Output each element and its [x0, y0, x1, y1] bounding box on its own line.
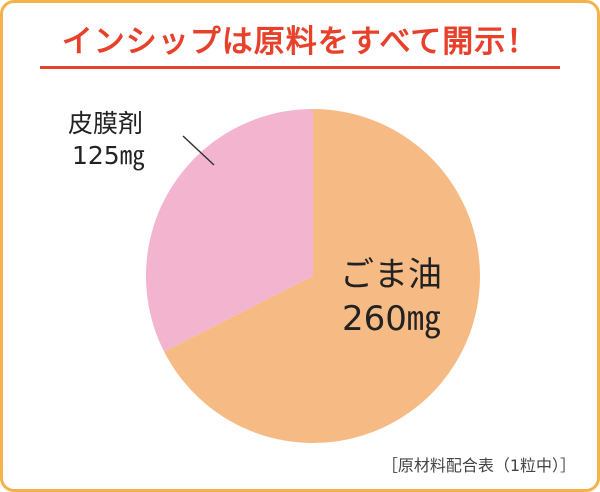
slice-label-sesame: ごま油	[340, 255, 442, 295]
page-title: インシップは原料をすべて開示！	[61, 24, 539, 60]
slice-label-skin: 皮膜剤	[68, 109, 143, 138]
pie-slice-1	[146, 109, 313, 352]
footnote: ［原材料配合表（1粒中）］	[381, 456, 576, 475]
slice-value-sesame: 260㎎	[342, 299, 441, 339]
slice-value-skin: 125㎎	[72, 141, 145, 171]
pie-slice-0	[164, 109, 481, 443]
title-underline	[40, 66, 560, 69]
label-leader-line	[182, 135, 215, 166]
pie-slices	[146, 109, 481, 443]
